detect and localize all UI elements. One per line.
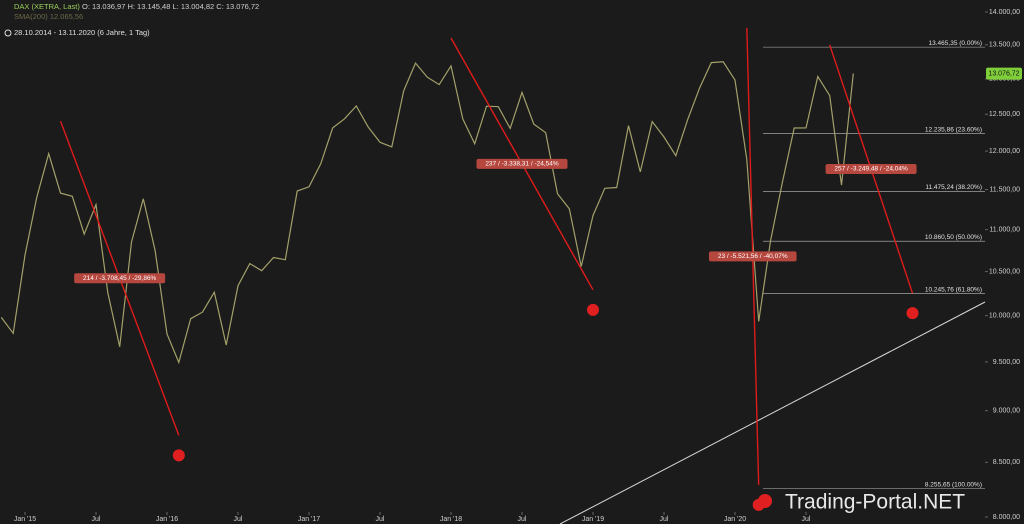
clock-icon (4, 29, 12, 37)
x-tick-label: Jan '20 (724, 516, 746, 523)
sma: SMA(200) 12.065,56 (14, 12, 83, 21)
x-tick-label: Jan '16 (156, 516, 178, 523)
x-tick-label: Jul (92, 516, 101, 523)
alert-icon (906, 307, 919, 320)
fib-label: 10.860,50 (50.00%) (925, 234, 982, 241)
x-tick-label: Jan '15 (14, 516, 36, 523)
fib-label: 10.245,76 (61.80%) (925, 286, 982, 293)
price-line (0, 61, 854, 365)
drawdown-label-bg (74, 273, 166, 284)
fib-label: 8.255,65 (100.00%) (925, 481, 982, 488)
drawdown-label-bg (708, 251, 797, 262)
y-tick-label: 8.500,00 (993, 459, 1020, 466)
y-tick-label: 9.500,00 (993, 359, 1020, 366)
x-tick-label: Jul (234, 516, 243, 523)
x-tick-label: Jul (802, 516, 811, 523)
ohlc: O: 13.036,97 H: 13.145,48 L: 13.004,82 C… (82, 2, 259, 11)
symbol: DAX (XETRA, Last) (14, 2, 80, 11)
drawdown-label: 237 / -3.338,31 / -24,54% (485, 161, 559, 168)
x-tick-label: Jan '17 (298, 516, 320, 523)
y-tick-label: 10.000,00 (989, 312, 1020, 319)
watermark: Trading-Portal.NET (785, 491, 965, 514)
trend-line (559, 301, 986, 524)
range: 28.10.2014 - 13.11.2020 (6 Jahre, 1 Tag) (14, 28, 150, 37)
y-tick-label: 10.500,00 (989, 268, 1020, 275)
y-tick-label: 11.000,00 (989, 226, 1020, 233)
drawdown-label: 23 / -5.521,56 / -40,07% (718, 253, 788, 260)
x-tick-label: Jul (518, 516, 527, 523)
last-price-label: 13.076,72 (988, 70, 1019, 77)
last-price-badge (986, 67, 1022, 80)
y-tick-label: 12.000,00 (989, 148, 1020, 155)
alert-icon (587, 303, 599, 316)
fib-label: 12.235,86 (23.60%) (925, 126, 982, 133)
y-tick-label: 13.500,00 (989, 42, 1020, 49)
y-tick-label: 8.000,00 (993, 514, 1020, 521)
drawdown-label: 257 / -3.249,48 / -24,04% (834, 166, 908, 173)
y-tick-label: 9.000,00 (993, 408, 1020, 415)
y-tick-label: 14.000,00 (989, 9, 1020, 16)
fib-label: 11.475,24 (38.20%) (925, 184, 982, 191)
y-tick-label: 11.500,00 (989, 186, 1020, 193)
x-tick-label: Jul (660, 516, 669, 523)
drawdown-label: 214 / -3.708,45 / -29,86% (83, 275, 157, 282)
fib-label: 13.465,35 (0.00%) (929, 40, 982, 47)
x-tick-label: Jan '19 (582, 516, 604, 523)
alert-icon (752, 498, 765, 511)
alert-icon (172, 449, 185, 462)
y-tick-label: 12.500,00 (989, 111, 1020, 118)
drawdown-label-bg (825, 163, 917, 174)
x-tick-label: Jan '18 (440, 516, 462, 523)
drawdown-label-bg (476, 158, 568, 169)
x-tick-label: Jul (376, 516, 385, 523)
